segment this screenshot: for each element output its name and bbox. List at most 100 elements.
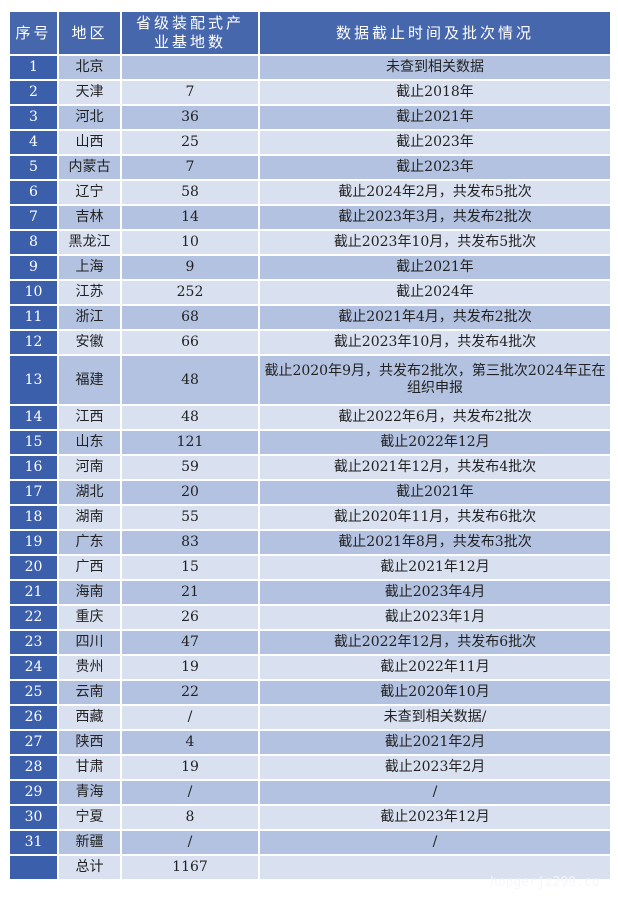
cell-region: 西藏 (57, 704, 122, 731)
cell-region: 浙江 (57, 304, 122, 331)
table-body: 1 北京 未查到相关数据 2 天津 7 截止2018年 3 河北 36 截止2021年 4 山西 25 截止… (8, 54, 612, 881)
cell-status: 截止2023年3月，共发布2批次 (258, 204, 612, 231)
table-row: 6 辽宁 58 截止2024年2月，共发布5批次 (8, 179, 612, 206)
cell-count: 121 (120, 429, 260, 456)
table-row: 26 西藏 / 未查到相关数据/ (8, 704, 612, 731)
header-region: 地区 (57, 10, 122, 56)
table-row: 14 江西 48 截止2022年6月，共发布2批次 (8, 404, 612, 431)
cell-region: 青海 (57, 779, 122, 806)
cell-count: 48 (120, 404, 260, 431)
cell-status: 截止2023年12月 (258, 804, 612, 831)
cell-index: 9 (8, 254, 59, 281)
cell-count: 9 (120, 254, 260, 281)
cell-status: 截止2023年2月 (258, 754, 612, 781)
cell-region: 甘肃 (57, 754, 122, 781)
cell-index: 7 (8, 204, 59, 231)
region-data-table: 序号 地区 省级装配式产业基地数 数据截止时间及批次情况 1 北京 未查到相关数据 2… (8, 10, 612, 881)
cell-count: 68 (120, 304, 260, 331)
table-row: 31 新疆 / / (8, 829, 612, 856)
table-row: 29 青海 / / (8, 779, 612, 806)
cell-region: 湖北 (57, 479, 122, 506)
cell-index: 19 (8, 529, 59, 556)
cell-region: 河北 (57, 104, 122, 131)
cell-count: 7 (120, 154, 260, 181)
table-row: 24 贵州 19 截止2022年11月 (8, 654, 612, 681)
cell-status: 截止2021年 (258, 479, 612, 506)
cell-index: 14 (8, 404, 59, 431)
cell-count: 7 (120, 79, 260, 106)
cell-region: 北京 (57, 54, 122, 81)
cell-region: 贵州 (57, 654, 122, 681)
cell-status: 截止2021年12月 (258, 554, 612, 581)
cell-region: 山东 (57, 429, 122, 456)
table-row: 7 吉林 14 截止2023年3月，共发布2批次 (8, 204, 612, 231)
cell-status: 截止2023年4月 (258, 579, 612, 606)
cell-status: 截止2022年11月 (258, 654, 612, 681)
table-row: 2 天津 7 截止2018年 (8, 79, 612, 106)
table-row: 4 山西 25 截止2023年 (8, 129, 612, 156)
cell-region: 天津 (57, 79, 122, 106)
cell-region: 广西 (57, 554, 122, 581)
cell-count: 66 (120, 329, 260, 356)
table-row: 23 四川 47 截止2022年12月，共发布6批次 (8, 629, 612, 656)
cell-index: 21 (8, 579, 59, 606)
cell-status: 截止2023年10月，共发布4批次 (258, 329, 612, 356)
cell-count: 83 (120, 529, 260, 556)
table-row: 19 广东 83 截止2021年8月，共发布3批次 (8, 529, 612, 556)
table-row: 16 河南 59 截止2021年12月，共发布4批次 (8, 454, 612, 481)
cell-region: 江苏 (57, 279, 122, 306)
cell-status: 截止2023年 (258, 154, 612, 181)
cell-status: 截止2022年12月，共发布6批次 (258, 629, 612, 656)
table-row: 30 宁夏 8 截止2023年12月 (8, 804, 612, 831)
cell-count: 10 (120, 229, 260, 256)
cell-status: 截止2021年4月，共发布2批次 (258, 304, 612, 331)
cell-index: 30 (8, 804, 59, 831)
cell-region: 陕西 (57, 729, 122, 756)
cell-status: 截止2022年6月，共发布2批次 (258, 404, 612, 431)
cell-status: 截止2021年2月 (258, 729, 612, 756)
cell-index: 23 (8, 629, 59, 656)
cell-index: 16 (8, 454, 59, 481)
cell-region: 重庆 (57, 604, 122, 631)
table-row: 25 云南 22 截止2020年10月 (8, 679, 612, 706)
cell-index: 15 (8, 429, 59, 456)
cell-index: 18 (8, 504, 59, 531)
cell-status: 截止2023年10月，共发布5批次 (258, 229, 612, 256)
watermark: hongerjz299.co (490, 875, 600, 890)
cell-region: 宁夏 (57, 804, 122, 831)
cell-region: 广东 (57, 529, 122, 556)
cell-index: 10 (8, 279, 59, 306)
cell-region: 上海 (57, 254, 122, 281)
cell-region: 内蒙古 (57, 154, 122, 181)
cell-count: 25 (120, 129, 260, 156)
cell-status: 截止2023年1月 (258, 604, 612, 631)
cell-index: 12 (8, 329, 59, 356)
table-row: 28 甘肃 19 截止2023年2月 (8, 754, 612, 781)
cell-index (8, 854, 59, 881)
table-row: 13 福建 48 截止2020年9月，共发布2批次，第三批次2024年正在组织申报 (8, 354, 612, 406)
cell-status: 截止2024年2月，共发布5批次 (258, 179, 612, 206)
cell-status: 截止2021年 (258, 104, 612, 131)
header-count: 省级装配式产业基地数 (120, 10, 260, 56)
cell-status: 截止2021年8月，共发布3批次 (258, 529, 612, 556)
cell-count: 14 (120, 204, 260, 231)
cell-index: 20 (8, 554, 59, 581)
cell-index: 1 (8, 54, 59, 81)
table-row: 22 重庆 26 截止2023年1月 (8, 604, 612, 631)
cell-region: 江西 (57, 404, 122, 431)
cell-status: 截止2021年 (258, 254, 612, 281)
table-row: 8 黑龙江 10 截止2023年10月，共发布5批次 (8, 229, 612, 256)
cell-status: 截止2021年12月，共发布4批次 (258, 454, 612, 481)
cell-index: 28 (8, 754, 59, 781)
cell-region: 辽宁 (57, 179, 122, 206)
cell-count: 19 (120, 654, 260, 681)
cell-region: 云南 (57, 679, 122, 706)
cell-count: 26 (120, 604, 260, 631)
cell-index: 11 (8, 304, 59, 331)
cell-region: 黑龙江 (57, 229, 122, 256)
table-row: 20 广西 15 截止2021年12月 (8, 554, 612, 581)
cell-count: / (120, 704, 260, 731)
cell-status: 截止2020年9月，共发布2批次，第三批次2024年正在组织申报 (258, 354, 612, 406)
table-row: 10 江苏 252 截止2024年 (8, 279, 612, 306)
cell-index: 13 (8, 354, 59, 406)
